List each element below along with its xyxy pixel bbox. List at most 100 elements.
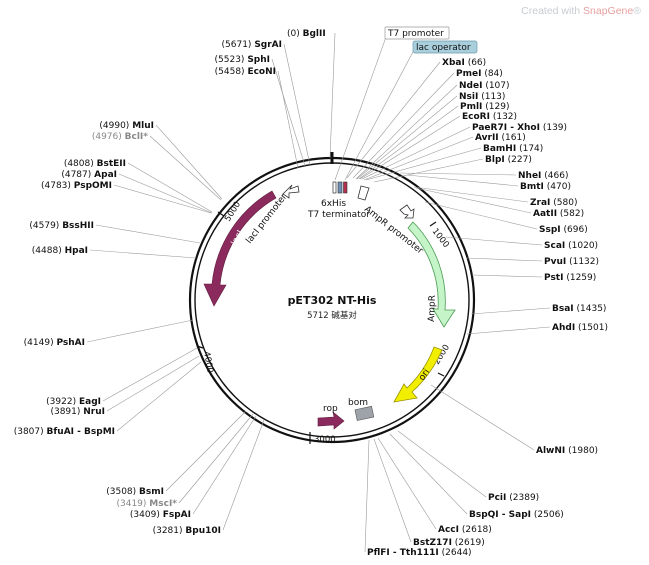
leader-line [149,135,222,201]
box-leader-line [344,49,415,181]
leader-line [165,410,247,492]
site-label-sgrai: (5671) SgrAI [222,40,283,50]
site-label-eagi: (3922) EagI [46,397,101,407]
site-label-bamhi: BamHI (174) [483,144,543,154]
site-label-bsteii: (4808) BstEII [64,159,126,169]
leader-line [346,61,441,179]
site-label-avrii: AvrII (161) [475,133,526,143]
leader-line [406,174,519,187]
site-label-bfuai-bspmi: (3807) BfuAI - BspMI [14,427,115,437]
site-label-econi: (5458) EcoNI [215,67,276,77]
leader-line [424,201,538,230]
site-label-psti: PstI (1259) [544,273,596,283]
site-label-bsmi: (3508) BsmI [106,487,164,497]
site-label-acci: AccI (2618) [438,525,492,535]
site-label-paer7i-xhoi: PaeR7I - XhoI (139) [472,123,567,133]
site-label-pshai: (4149) PshAI [24,338,85,348]
site-label-bsai: BsaI (1435) [552,304,606,314]
site-label-pspomi: (4783) PspOMI [41,181,112,191]
tick-1000-mark [429,221,437,227]
tick-5000-mark [217,211,225,217]
leader-line [363,136,474,181]
site-label-pcii: PciI (2389) [488,493,539,503]
site-label-bglii: (0) BglII [287,29,326,39]
site-label-nrui: (3891) NruI [50,407,105,417]
bom-label: bom [348,398,368,408]
leader-line [352,72,455,179]
ampr-label: AmpR [427,295,438,322]
t7-promoter-box [384,26,450,40]
leader-line [355,84,458,180]
lac-operator-box [412,40,478,54]
his-tag-mark [337,181,343,194]
laci-feature [203,190,277,307]
leader-line [329,32,336,159]
leader-line [359,115,461,180]
leader-line [365,147,482,181]
site-label-sphi: (5523) SphI [215,55,271,65]
site-label-sspi: SspI (696) [539,225,588,235]
plasmid-name: pET302 NT-His [288,294,377,307]
tick-4000: 4000 [201,351,215,374]
t7-terminator-feature [357,185,370,201]
site-label-bspqi-sapi: BspQI - SapI (2506) [469,510,564,520]
leader-line [89,249,197,259]
leader-line [277,70,299,169]
leader-line [399,172,517,176]
leader-line [178,413,254,504]
rop-feature [317,411,345,430]
leader-line [465,257,543,262]
site-label-aatii: AatII (582) [533,209,584,219]
site-labels: XbaI (66)PmeI (84) NdeI (107)NsiI (113)Pm… [14,29,608,558]
site-label-pflfi-tth111i: PflFI - Tth111I (2644) [367,548,472,558]
tick-2000-mark [437,372,445,377]
plasmid-length-line: 5712 碱基对 [307,310,357,321]
site-label-hpai: (4488) HpaI [32,246,88,256]
site-label-blpi: BlpI (227) [485,155,532,165]
tick-4000-mark [196,345,204,349]
rop-label: rop [323,404,338,414]
leader-line [192,415,257,515]
his-label: 6xHis [321,199,346,209]
site-label-bmti: BmtI (470) [520,182,571,192]
site-label-bcli: (4976) BclI* [92,132,148,142]
site-label-nsii: NsiI (113) [459,92,505,102]
t7-promoter-box-label: T7 promoter [387,29,444,39]
t7-promoter-mark [332,181,337,194]
site-label-bsshii: (4579) BssHII [29,221,94,231]
leader-line [466,326,551,335]
leader-lines [86,32,551,553]
site-label-xbai: XbaI (66) [442,58,486,68]
leader-line [415,187,532,214]
leader-line [116,361,202,432]
leader-line [356,95,458,180]
site-label-bstz17i: BstZ17I (2619) [413,538,485,548]
site-label-ndei: NdeI (107) [459,81,510,91]
leader-line [471,274,543,278]
leader-line [361,126,471,180]
site-label-pvui: PvuI (1132) [544,257,599,267]
leader-line [118,173,213,214]
site-label-ecori: EcoRI (132) [462,112,517,122]
t7-terminator-label: T7 terminator [307,210,370,220]
leader-line [470,307,551,315]
bom-feature [354,405,375,421]
leader-line [95,224,201,244]
snapgene-watermark: Created with SnapGene® [521,5,641,17]
ampr-feature [407,221,456,328]
site-label-zrai: ZraI (580) [530,198,577,208]
leader-line [86,319,194,343]
leader-line [155,124,223,200]
leader-line [283,43,311,166]
site-label-msci: (3419) MscI* [116,499,177,509]
leader-line [106,355,200,412]
leader-line [102,347,198,402]
tick-1000: 1000 [430,227,451,250]
leader-line [222,419,265,531]
leader-line [445,236,543,246]
leader-line [271,58,306,167]
ampr-promoter-feature [399,204,415,219]
site-label-mlui: (4990) MluI [99,121,154,131]
lac-operator-mark [343,181,348,194]
